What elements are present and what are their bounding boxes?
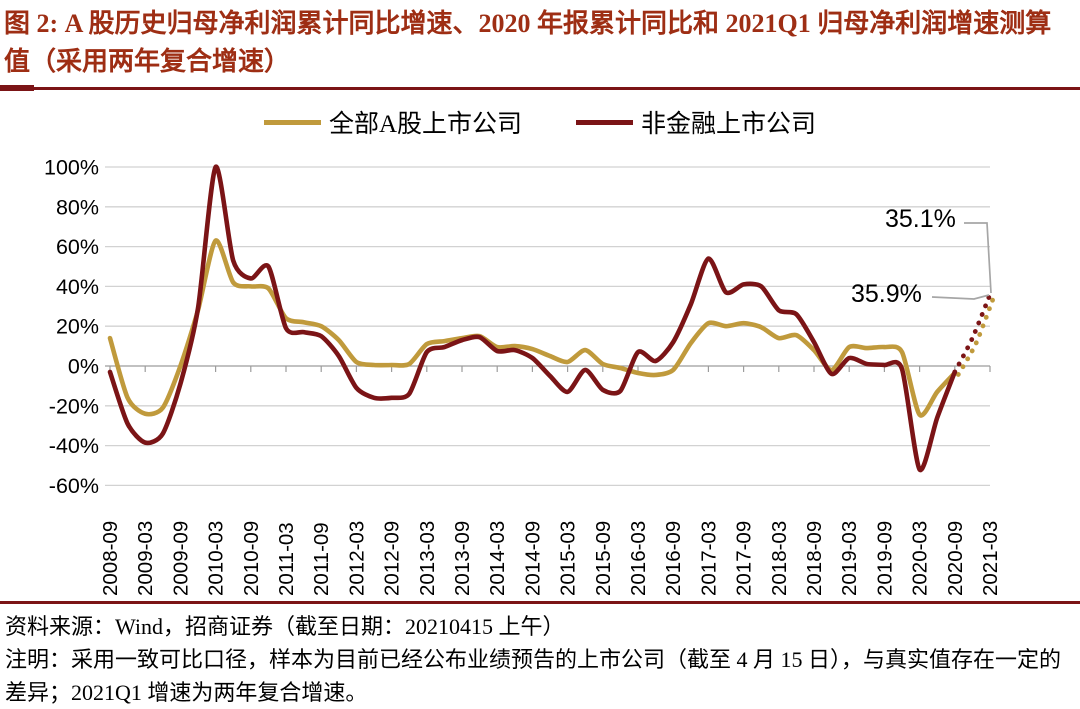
svg-text:2012-03: 2012-03 xyxy=(345,521,368,596)
svg-text:-20%: -20% xyxy=(49,394,99,418)
footer-divider-line xyxy=(0,601,1080,604)
x-axis-labels: 2008-09 2009-03 2009-09 2010-03 2010-09 2011-… xyxy=(99,521,1002,596)
svg-text:2008-09: 2008-09 xyxy=(99,521,122,596)
svg-text:2010-03: 2010-03 xyxy=(205,521,228,596)
svg-text:2015-03: 2015-03 xyxy=(557,521,580,596)
svg-text:2014-03: 2014-03 xyxy=(486,521,509,596)
title-divider-cap xyxy=(0,85,34,91)
series-line-0 xyxy=(107,238,958,418)
line-chart: 2008-09 2009-03 2009-09 2010-03 2010-09 2011-… xyxy=(44,156,1002,597)
series-estimate-dotted-1 xyxy=(952,292,993,375)
legend-item-non-financial: 非金融上市公司 xyxy=(576,104,816,140)
svg-text:2012-09: 2012-09 xyxy=(381,521,404,596)
svg-text:2020-03: 2020-03 xyxy=(909,521,932,596)
annotation-non-financial-value: 35.9% xyxy=(851,280,922,308)
svg-text:2010-09: 2010-09 xyxy=(240,521,263,596)
title-divider-line xyxy=(0,87,1080,90)
svg-text:2014-09: 2014-09 xyxy=(521,521,544,596)
svg-text:2009-09: 2009-09 xyxy=(169,521,192,596)
series-estimate-dotted-0 xyxy=(955,295,996,377)
annotation-leader-lines xyxy=(931,222,992,300)
svg-text:2009-03: 2009-03 xyxy=(134,521,157,596)
svg-text:-40%: -40% xyxy=(49,434,99,458)
svg-text:2017-03: 2017-03 xyxy=(697,521,720,596)
legend-item-all-a-share: 全部A股上市公司 xyxy=(263,104,523,140)
svg-text:2017-09: 2017-09 xyxy=(733,521,756,596)
legend-label-all-a-share: 全部A股上市公司 xyxy=(328,111,523,138)
svg-text:2018-09: 2018-09 xyxy=(803,521,826,596)
svg-text:60%: 60% xyxy=(56,235,99,259)
legend-label-non-financial: 非金融上市公司 xyxy=(641,111,817,138)
svg-text:2015-09: 2015-09 xyxy=(592,521,615,596)
x-axis-ticks xyxy=(109,366,991,372)
y-axis-labels: 100% 80% 60% 40% 20% 0% -20% -40% -60% xyxy=(44,156,99,498)
svg-text:2013-03: 2013-03 xyxy=(416,521,439,596)
chart-legend: 全部A股上市公司 非金融上市公司 xyxy=(0,104,1080,140)
svg-text:2018-03: 2018-03 xyxy=(768,521,791,596)
annotation-all-a-share-value: 35.1% xyxy=(885,205,956,233)
legend-swatch-maroon xyxy=(576,119,634,125)
svg-text:2013-09: 2013-09 xyxy=(451,521,474,596)
svg-text:40%: 40% xyxy=(56,275,99,299)
svg-text:2011-03: 2011-03 xyxy=(275,522,298,596)
svg-text:2020-09: 2020-09 xyxy=(944,521,967,596)
note-text: 注明：采用一致可比口径，样本为目前已经公布业绩预告的上市公司（截至 4 月 15… xyxy=(5,647,1062,705)
gridlines xyxy=(105,166,990,487)
svg-text:2016-03: 2016-03 xyxy=(627,521,650,596)
chart-footer: 资料来源：Wind，招商证券（截至日期：20210415 上午） 注明：采用一致… xyxy=(5,610,1075,709)
svg-text:80%: 80% xyxy=(56,195,99,219)
figure-title: 图 2: A 股历史归母净利润累计同比增速、2020 年报累计同比和 2021Q… xyxy=(4,9,1052,76)
chart-area: 2008-09 2009-03 2009-09 2010-03 2010-09 2011-… xyxy=(0,90,1080,602)
legend-swatch-gold xyxy=(263,119,321,125)
svg-text:2021-03: 2021-03 xyxy=(979,521,1002,596)
svg-text:2019-03: 2019-03 xyxy=(838,521,861,596)
series-line-1 xyxy=(107,164,958,473)
svg-text:2016-09: 2016-09 xyxy=(662,521,685,596)
svg-text:0%: 0% xyxy=(68,355,99,379)
svg-text:2011-09: 2011-09 xyxy=(310,522,333,596)
source-text: 资料来源：Wind，招商证券（截至日期：20210415 上午） xyxy=(5,614,565,639)
svg-text:2019-09: 2019-09 xyxy=(873,521,896,596)
svg-text:20%: 20% xyxy=(56,315,99,339)
svg-text:-60%: -60% xyxy=(49,474,99,498)
svg-text:100%: 100% xyxy=(44,156,99,180)
